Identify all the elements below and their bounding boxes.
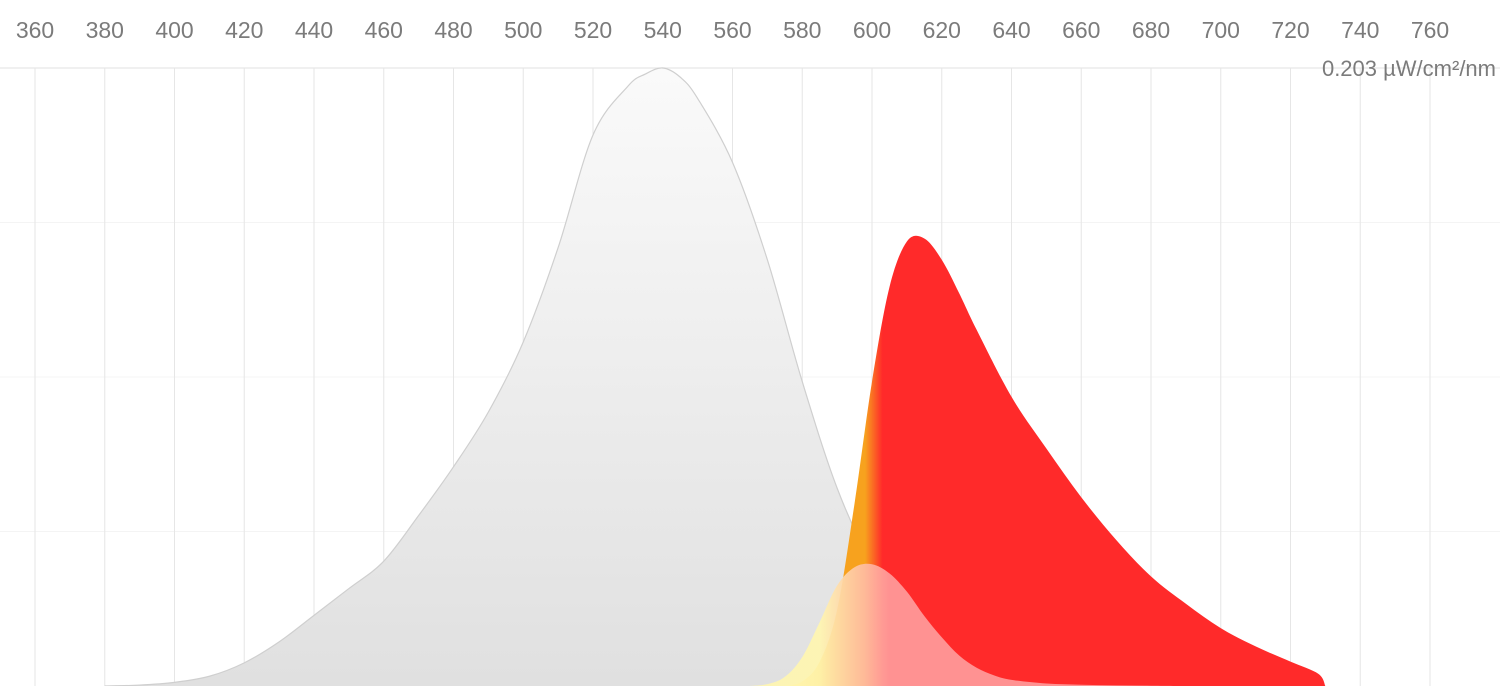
x-tick-label-660: 660 [1062, 17, 1100, 43]
x-tick-label-740: 740 [1341, 17, 1379, 43]
x-tick-label-760: 760 [1411, 17, 1449, 43]
x-tick-label-520: 520 [574, 17, 612, 43]
series-layer [104, 67, 1326, 686]
x-tick-label-440: 440 [295, 17, 333, 43]
spectrum-curve-area [784, 235, 1326, 686]
reference-curve-area [104, 67, 1322, 686]
x-tick-label-480: 480 [434, 17, 472, 43]
x-tick-label-400: 400 [155, 17, 193, 43]
x-tick-label-680: 680 [1132, 17, 1170, 43]
x-tick-label-560: 560 [713, 17, 751, 43]
x-tick-label-380: 380 [86, 17, 124, 43]
y-max-label: 0.203 µW/cm²/nm [1322, 56, 1496, 81]
x-tick-label-720: 720 [1271, 17, 1309, 43]
x-tick-label-500: 500 [504, 17, 542, 43]
x-tick-labels: 360 380 400 420 440 460 480 500 520 540 560 580 600 6… [16, 17, 1449, 43]
x-tick-label-540: 540 [644, 17, 682, 43]
x-tick-label-360: 360 [16, 17, 54, 43]
x-tick-label-620: 620 [923, 17, 961, 43]
inner-curve-area [749, 563, 1186, 686]
x-tick-label-600: 600 [853, 17, 891, 43]
x-tick-label-460: 460 [365, 17, 403, 43]
x-tick-label-580: 580 [783, 17, 821, 43]
x-tick-label-420: 420 [225, 17, 263, 43]
x-tick-label-700: 700 [1202, 17, 1240, 43]
x-tick-label-640: 640 [992, 17, 1030, 43]
